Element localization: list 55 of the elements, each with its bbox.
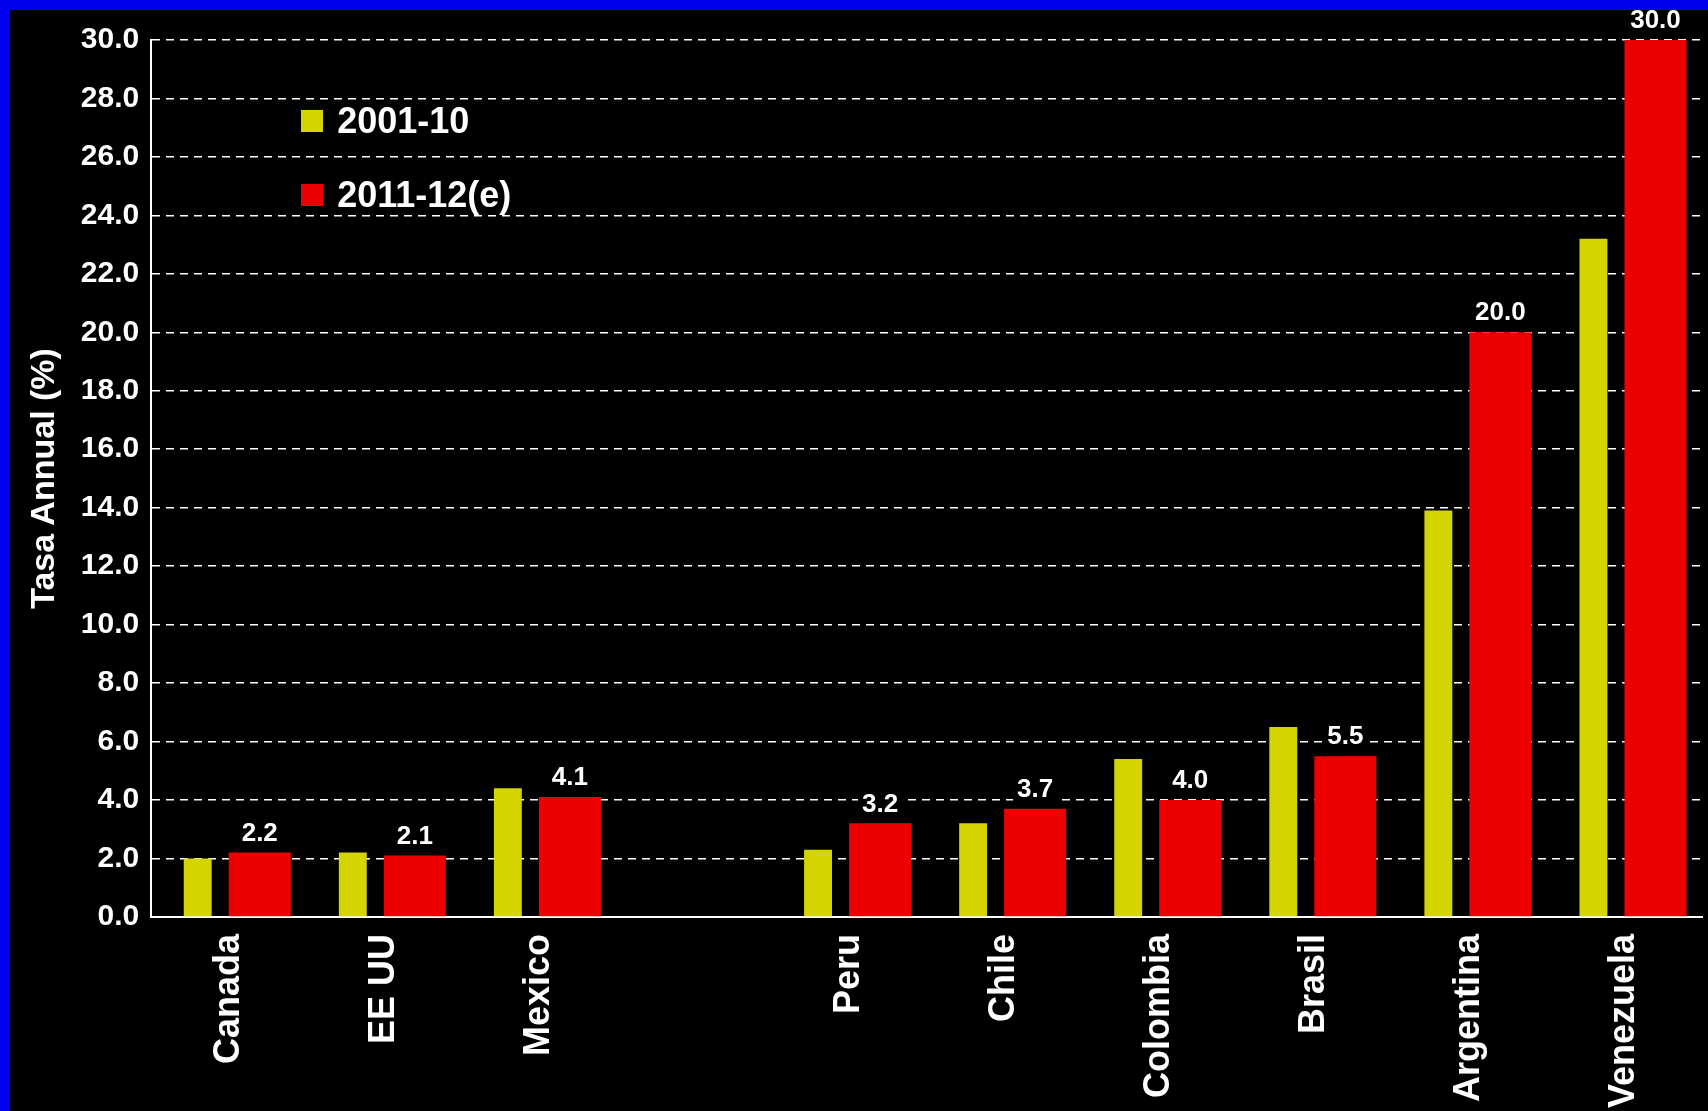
x-tick-label: Venezuela: [1601, 932, 1643, 1108]
bar: [183, 858, 212, 917]
y-tick-label: 4.0: [97, 781, 140, 815]
bar: [383, 855, 446, 917]
x-tick-label: Brasil: [1291, 933, 1333, 1034]
bar: [804, 849, 832, 917]
bar: [1114, 759, 1143, 917]
bar: [1314, 756, 1377, 917]
x-tick-label: Canada: [205, 932, 247, 1064]
x-tick-label: Chile: [981, 933, 1023, 1022]
bar: [338, 852, 367, 917]
x-tick-label: Argentina: [1446, 932, 1488, 1102]
y-tick-label: 12.0: [80, 547, 140, 581]
y-tick-label: 24.0: [80, 196, 140, 230]
bar: [1469, 332, 1532, 917]
legend-label: 2001-10: [337, 100, 470, 142]
data-label: 30.0: [1630, 4, 1681, 35]
data-label: 3.7: [1017, 772, 1054, 803]
data-label: 5.5: [1327, 720, 1364, 751]
bar: [1624, 40, 1687, 917]
y-tick-label: 30.0: [80, 21, 140, 55]
data-label: 3.2: [861, 787, 899, 818]
y-tick-label: 20.0: [80, 313, 140, 347]
bar: [228, 852, 291, 917]
bar: [1424, 510, 1453, 917]
bar: [1579, 238, 1608, 917]
bar: [493, 788, 522, 917]
y-tick-label: 16.0: [80, 430, 140, 464]
x-tick-label: Peru: [825, 933, 867, 1014]
data-label: 2.1: [396, 819, 433, 850]
x-tick-label: Colombia: [1136, 932, 1178, 1098]
y-tick-label: 10.0: [80, 605, 140, 639]
data-label: 4.1: [551, 761, 588, 792]
bar: [538, 797, 601, 917]
x-tick-label: EE UU: [360, 933, 402, 1044]
bar: [1269, 726, 1298, 917]
x-tick-label: Mexico: [515, 933, 557, 1056]
y-tick-label: 14.0: [80, 488, 140, 522]
data-label: 4.0: [1172, 764, 1209, 795]
y-tick-label: 2.0: [97, 839, 140, 873]
y-axis-title: Tasa Annual (%): [22, 348, 61, 609]
y-tick-label: 28.0: [80, 79, 140, 113]
y-tick-label: 0.0: [97, 898, 140, 932]
data-label: 2.2: [241, 816, 278, 847]
y-tick-label: 26.0: [80, 138, 140, 172]
bar: [849, 823, 912, 917]
y-tick-label: 8.0: [97, 664, 140, 698]
bar: [1159, 799, 1222, 917]
y-tick-label: 18.0: [80, 372, 140, 406]
y-tick-label: 6.0: [97, 722, 140, 756]
legend-label: 2011-12(e): [337, 174, 512, 216]
data-label: 20.0: [1475, 296, 1526, 327]
y-tick-label: 22.0: [80, 255, 140, 289]
bar: [959, 823, 988, 917]
bar: [1004, 808, 1067, 917]
